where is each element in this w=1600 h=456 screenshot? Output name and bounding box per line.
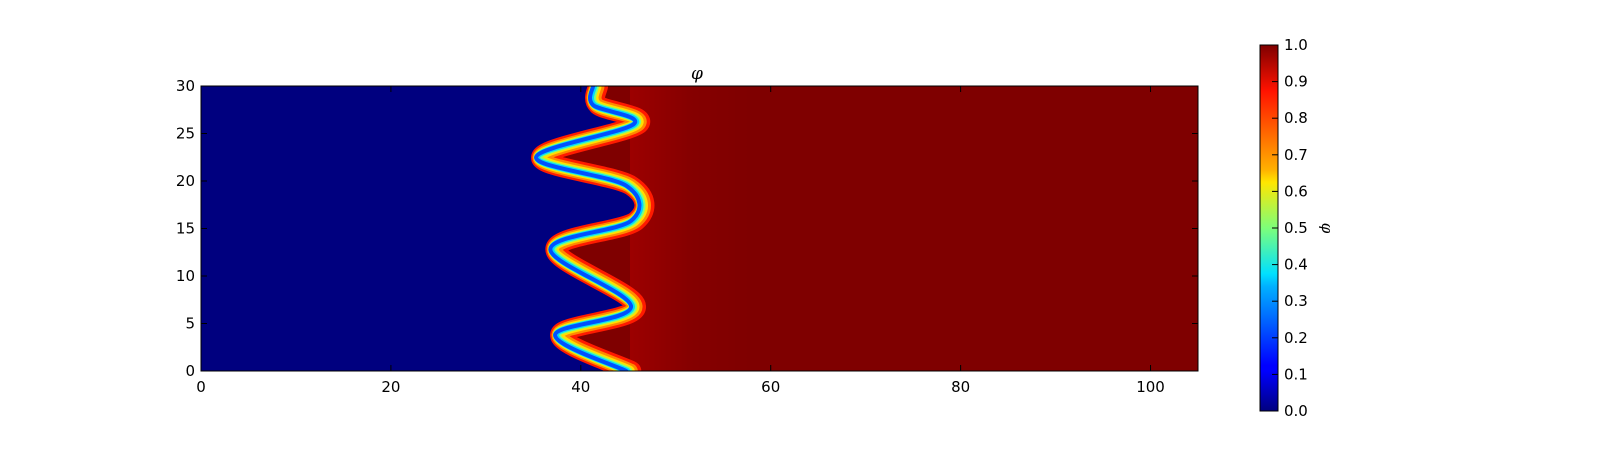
colorbar-tick-label: 1.0 (1284, 36, 1308, 54)
x-tick-label: 20 (381, 378, 400, 396)
colorbar-tick-label: 0.7 (1284, 146, 1308, 164)
colorbar-tick-label: 0.4 (1284, 256, 1308, 274)
colorbar: 0.0 0.1 0.2 0.3 0.4 0.5 0.6 0.7 0.8 0.9 1.0 φ (1259, 36, 1336, 420)
x-axis: 0 20 40 60 80 100 (196, 86, 1165, 396)
colorbar-tick-label: 0.3 (1284, 292, 1308, 310)
x-tick-label: 80 (951, 378, 970, 396)
y-tick-label: 15 (176, 220, 195, 238)
heatmap-fade-band (630, 86, 750, 371)
heatmap-plot-area (201, 86, 1198, 371)
colorbar-tick-label: 0.9 (1284, 73, 1308, 91)
colorbar-tick-label: 0.8 (1284, 109, 1308, 127)
colorbar-tick-label: 0.6 (1284, 182, 1308, 200)
chart-title: φ (691, 64, 703, 84)
colorbar-tick-label: 0.1 (1284, 365, 1308, 383)
colorbar-tick-label: 0.0 (1284, 402, 1308, 420)
y-tick-label: 10 (176, 267, 195, 285)
colorbar-ticks: 0.0 0.1 0.2 0.3 0.4 0.5 0.6 0.7 0.8 0.9 1.0 (1272, 36, 1308, 420)
interface-band-5 (534, 86, 642, 371)
y-tick-label: 20 (176, 172, 195, 190)
y-tick-label: 0 (185, 362, 195, 380)
interface-bands (531, 86, 655, 371)
colorbar-tick-label: 0.2 (1284, 329, 1308, 347)
x-tick-label: 0 (196, 378, 206, 396)
x-tick-label: 100 (1136, 378, 1165, 396)
y-tick-label: 25 (176, 125, 195, 143)
x-tick-label: 40 (571, 378, 590, 396)
colorbar-label: φ (1318, 223, 1336, 234)
x-tick-label: 60 (761, 378, 780, 396)
y-tick-label: 5 (185, 315, 195, 333)
y-tick-label: 30 (176, 77, 195, 95)
y-axis: 0 5 10 15 20 25 30 (176, 77, 1198, 380)
colorbar-tick-label: 0.5 (1284, 219, 1308, 237)
